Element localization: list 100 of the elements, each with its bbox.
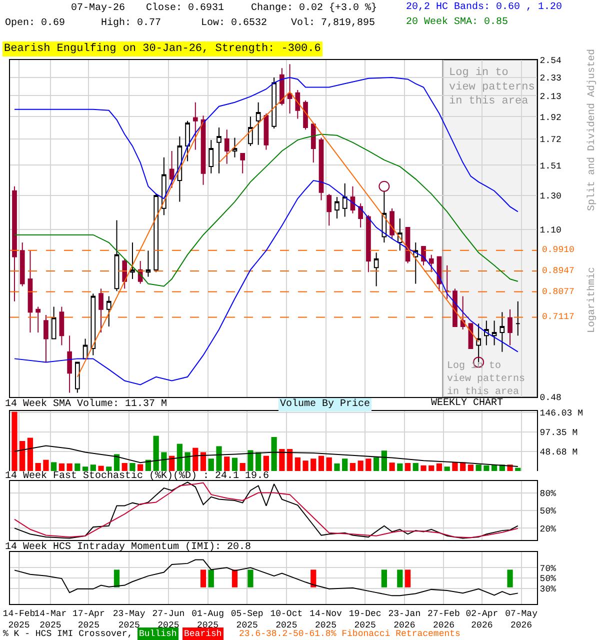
x-tick-label: 14-Nov 2025 — [310, 608, 343, 630]
text: Low: 0.6532 — [201, 18, 268, 29]
x-tick-label: 23-May 2025 — [112, 608, 146, 630]
bar — [256, 452, 262, 471]
x-tick-label: 10-Oct 2025 — [270, 608, 303, 630]
candlestick — [303, 100, 308, 130]
bar — [216, 446, 222, 471]
bar — [334, 463, 340, 471]
candlestick — [382, 190, 387, 244]
line-series — [14, 134, 518, 287]
bar — [444, 466, 450, 471]
y-tick-label: 1.10 — [540, 225, 562, 236]
candlestick — [146, 250, 151, 278]
text: Volume By Price — [280, 398, 370, 410]
x-tick-label: 19-Dec 2025 — [348, 608, 382, 630]
bar — [20, 441, 26, 471]
line-series — [14, 445, 518, 467]
bar — [397, 463, 403, 471]
bar — [232, 458, 238, 471]
y-tick-label: 20% — [540, 524, 557, 534]
candlestick — [374, 252, 379, 287]
candlestick — [232, 137, 238, 158]
bar — [224, 456, 230, 471]
y-tick-label: 1.30 — [540, 192, 562, 202]
bar — [122, 463, 128, 471]
candlestick — [169, 150, 174, 188]
bar — [130, 463, 136, 471]
bar — [366, 458, 372, 471]
x-tick-label: 01-Aug 2025 — [192, 608, 224, 630]
y-tick-label: 97.35 M — [540, 428, 578, 438]
candlestick — [122, 258, 128, 290]
candlestick — [358, 202, 364, 228]
bar — [138, 464, 144, 471]
candlestick — [390, 208, 394, 240]
y-tick-label: 30% — [540, 584, 557, 595]
bar — [452, 462, 458, 471]
candlestick — [154, 193, 158, 273]
text: WEEKLY CHART — [431, 398, 504, 409]
candlestick — [280, 68, 284, 106]
y-tick-label: 1.72 — [540, 135, 562, 146]
candlestick — [264, 113, 269, 150]
candlestick — [185, 120, 190, 162]
bar — [515, 468, 521, 471]
bar — [74, 463, 80, 471]
candlestick — [366, 214, 371, 273]
y-tick-label: 80% — [540, 488, 557, 499]
candlestick — [208, 140, 214, 174]
candlestick — [428, 254, 434, 273]
candlestick — [248, 116, 253, 147]
y-tick-label: 2.54 — [540, 56, 562, 66]
candlestick — [90, 293, 96, 356]
candlestick — [67, 335, 72, 394]
bar — [114, 454, 120, 471]
candlestick — [334, 196, 340, 220]
y-tick-label: 50% — [540, 506, 557, 517]
candlestick — [200, 115, 206, 186]
candlestick — [216, 126, 222, 174]
candlestick — [256, 102, 261, 146]
ref-line-label: 0.8077 — [542, 287, 574, 297]
y-tick-label: 1.51 — [540, 161, 562, 172]
bar — [82, 466, 88, 471]
candlestick — [508, 308, 512, 346]
bar — [66, 463, 72, 471]
candlestick — [240, 153, 246, 174]
candlestick — [114, 220, 120, 292]
candlestick — [492, 320, 497, 346]
y-tick-label: 2.33 — [540, 74, 562, 84]
bar — [476, 464, 482, 471]
text: Close: 0.6931 — [146, 2, 224, 14]
bar — [248, 450, 254, 471]
y-tick-label: 0.48 — [540, 393, 562, 404]
bar — [153, 436, 159, 471]
candlestick — [272, 77, 276, 130]
candlestick — [224, 129, 230, 164]
candlestick — [515, 300, 520, 336]
candlestick — [28, 250, 33, 334]
bar — [27, 438, 34, 471]
x-tick-label: 07-May 2026 — [505, 608, 538, 630]
text: Bullish — [139, 629, 177, 639]
y-tick-label: 1.92 — [540, 112, 562, 123]
bar — [200, 452, 206, 471]
bar — [350, 463, 356, 471]
bar — [240, 463, 246, 471]
candlestick — [310, 122, 316, 164]
text: Logarithmic — [586, 266, 598, 333]
candlestick — [12, 186, 17, 302]
chart-title: 14 Week Fast Stochastic (%K)(%D) : 24.1 19.6 — [5, 470, 270, 482]
bar — [374, 457, 380, 471]
bar — [35, 463, 41, 471]
bar — [358, 460, 364, 471]
bar — [436, 463, 442, 471]
bar — [98, 466, 104, 471]
candlestick — [460, 296, 466, 330]
bar — [12, 412, 18, 471]
bar — [263, 456, 270, 471]
text: Split and Dividend Adjusted — [586, 48, 598, 211]
candlestick — [452, 288, 458, 328]
bar — [43, 460, 49, 471]
y-tick-label: 48.68 M — [540, 448, 578, 458]
candlestick — [287, 64, 292, 114]
